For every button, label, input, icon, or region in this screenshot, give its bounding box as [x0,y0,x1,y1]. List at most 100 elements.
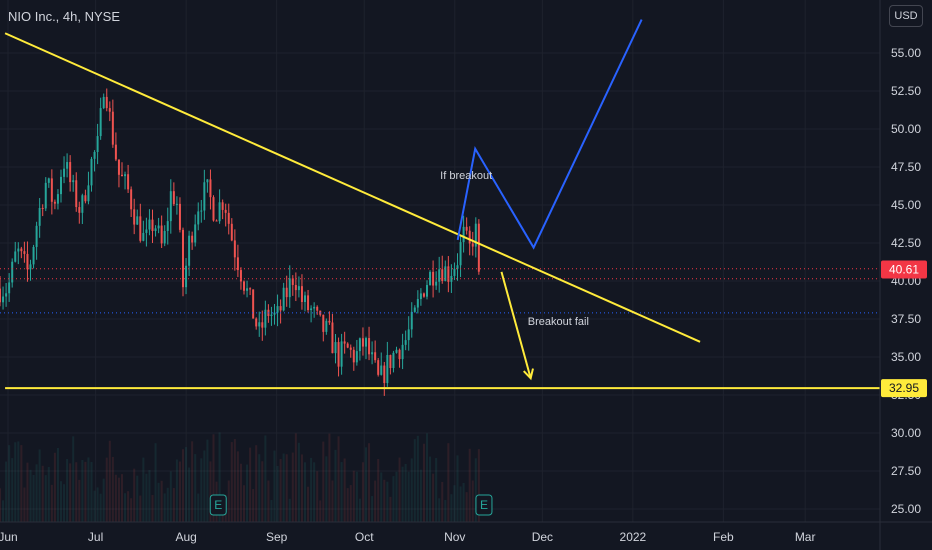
volume-bar [121,474,123,522]
candle-body [130,189,133,210]
breakout-scenario-path[interactable] [456,19,643,250]
volume-bar [291,452,294,522]
candle-body [352,349,355,363]
volume-bar [313,462,316,522]
candle-body [282,287,285,311]
candle-body [142,232,145,241]
candle-body [407,329,410,341]
volume-bar [310,457,313,522]
candle-body [169,191,172,222]
volume-bar [182,449,184,522]
candle-body [334,342,337,354]
candle-body [2,296,5,303]
volume-bar [328,433,331,522]
candle-body [243,281,245,291]
breakdown-arrow-line[interactable] [500,271,532,379]
candle-body [44,182,47,209]
price-tick-label: 35.00 [891,350,921,364]
candle-body [474,223,477,247]
volume-bar [102,478,105,522]
volume-bar [84,461,87,522]
volume-bar [243,485,245,522]
candle-body [182,229,184,288]
earnings-marker-box [475,494,493,516]
volume-bar [340,462,343,522]
candle-body [188,235,191,266]
price-tick-label: 50.00 [891,122,921,136]
volume-bar [426,433,428,522]
support-level-badge [881,379,927,398]
volume-bar [419,469,422,522]
horizontal-levels [0,268,880,314]
candle-body [410,311,413,330]
volume-bar [163,493,166,522]
earnings-marker[interactable]: E [209,494,227,516]
candle-body [239,270,242,282]
candle-body [291,278,294,285]
price-tick-label: 30.00 [891,426,921,440]
volume-bar [398,457,401,522]
price-tick-label: 37.50 [891,312,921,326]
candle-body [102,96,105,109]
volume-bar [157,482,160,522]
candle-body [313,306,316,309]
volume-bar [468,448,471,522]
volume-bar [111,456,114,522]
volume-bar [66,459,69,522]
volume-bar [203,450,206,522]
candle-body [0,288,1,303]
volume-bar [474,458,477,522]
candle-body [444,266,447,281]
volume-bar [456,455,459,522]
time-tick-label: Dec [532,530,553,544]
candle-body [246,288,249,291]
candle-body [432,271,435,286]
candle-body [456,265,459,269]
candle-body [96,136,99,152]
candle-body [87,185,90,202]
volume-bar [236,451,239,522]
volume-bar [20,445,23,522]
volume-bar [26,462,29,522]
candle-body [386,355,389,384]
volume-bar [151,495,154,522]
price-tick-label: 27.50 [891,464,921,478]
volume-bar [96,487,99,522]
candle-body [38,208,41,226]
earnings-marker[interactable]: E [475,494,493,516]
volume-bar [35,464,38,522]
volume-bar [413,439,416,522]
volume-bar [401,466,404,522]
volume-bar [239,463,242,522]
volume-bar [416,435,419,522]
volume-bar [8,445,11,522]
candle-body [349,347,352,350]
candle-body [441,269,444,281]
volume-bar [346,488,349,522]
volume-bar [142,457,145,522]
candle-body [261,322,264,328]
candle-body [236,257,239,271]
volume-bar [282,453,285,522]
volume-bar [130,498,133,522]
volume-bar [294,433,297,522]
candle-body [435,281,438,286]
candle-body [249,288,252,290]
volume-bar [11,458,14,522]
descending-resistance-trendline[interactable] [4,32,701,343]
candle-body [300,286,303,302]
candle-body [93,151,96,159]
volume-bar [343,458,346,522]
candle-body [84,195,87,202]
candle-body [197,211,200,225]
candle-body [264,309,267,328]
candle-body [252,289,255,319]
candle-body [462,226,465,243]
candle-body [53,201,56,204]
volume-bar [87,457,90,522]
volume-bar [148,469,151,522]
volume-bar [288,498,291,522]
currency-button[interactable]: USD [889,5,923,27]
